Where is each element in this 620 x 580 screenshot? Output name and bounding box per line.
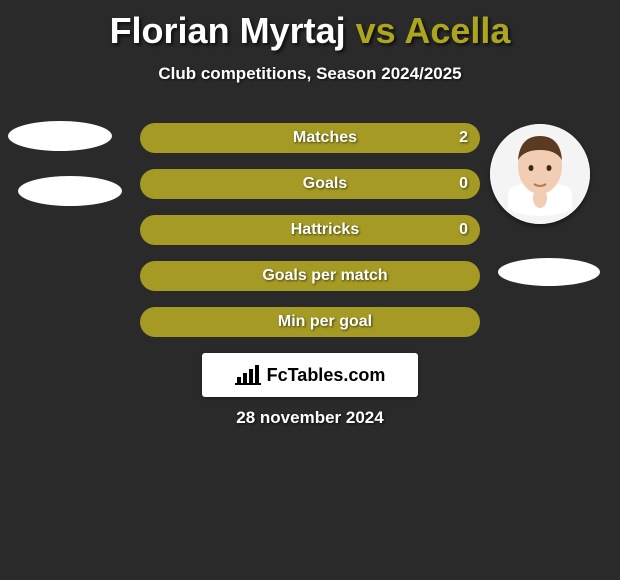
face-icon	[490, 124, 590, 224]
bar-chart-icon	[235, 365, 261, 385]
stat-right-value: 2	[459, 123, 468, 153]
player2-club-placeholder	[498, 258, 600, 286]
player2-avatar	[490, 124, 590, 224]
stats-list: Matches 2 Goals 0 Hattricks 0 Goals per …	[140, 123, 480, 353]
stat-row-goals: Goals 0	[140, 169, 480, 199]
stat-right-value: 0	[459, 215, 468, 245]
brand-badge: FcTables.com	[202, 353, 418, 397]
page-title: Florian Myrtaj vs Acella	[0, 0, 620, 52]
title-player2: Acella	[404, 10, 510, 51]
stat-row-min-per-goal: Min per goal	[140, 307, 480, 337]
stat-label: Goals	[140, 169, 480, 199]
title-vs: vs	[356, 10, 396, 51]
stat-label: Hattricks	[140, 215, 480, 245]
stat-label: Min per goal	[140, 307, 480, 337]
date-label: 28 november 2024	[0, 408, 620, 428]
stat-row-matches: Matches 2	[140, 123, 480, 153]
player1-avatar-placeholder	[8, 121, 112, 151]
brand-name: FcTables.com	[267, 365, 386, 386]
stat-label: Matches	[140, 123, 480, 153]
comparison-card: Florian Myrtaj vs Acella Club competitio…	[0, 0, 620, 580]
player1-club-placeholder	[18, 176, 122, 206]
subtitle: Club competitions, Season 2024/2025	[0, 64, 620, 84]
stat-row-hattricks: Hattricks 0	[140, 215, 480, 245]
stat-row-goals-per-match: Goals per match	[140, 261, 480, 291]
title-player1: Florian Myrtaj	[110, 10, 346, 51]
stat-right-value: 0	[459, 169, 468, 199]
stat-label: Goals per match	[140, 261, 480, 291]
